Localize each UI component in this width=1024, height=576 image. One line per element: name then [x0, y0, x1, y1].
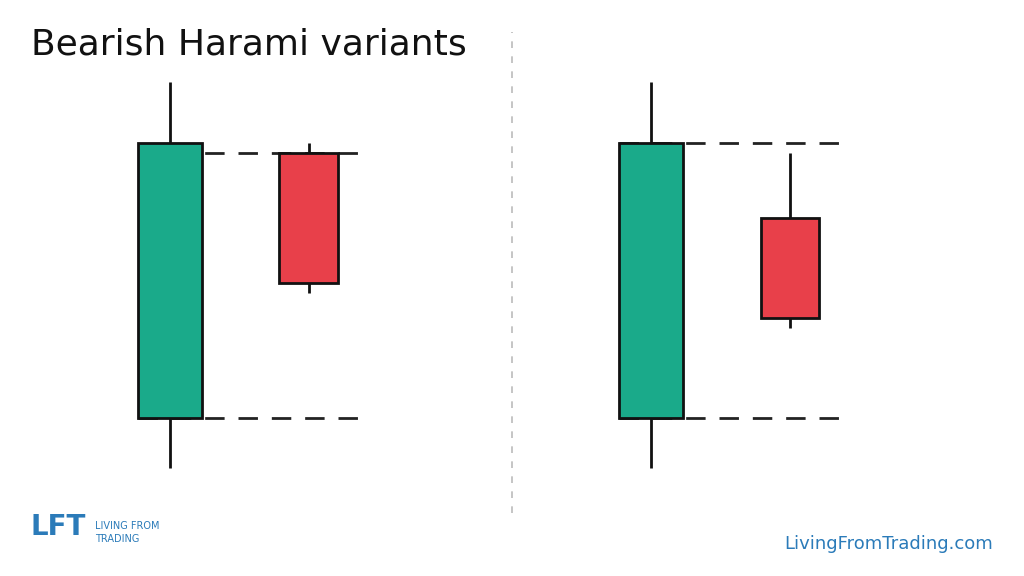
- Text: LivingFromTrading.com: LivingFromTrading.com: [784, 535, 993, 553]
- Text: LFT: LFT: [31, 513, 86, 541]
- Bar: [137, 142, 202, 418]
- Text: Bearish Harami variants: Bearish Harami variants: [31, 27, 467, 61]
- Bar: [618, 142, 683, 418]
- Bar: [280, 153, 338, 283]
- Bar: [761, 218, 819, 318]
- Text: LIVING FROM
TRADING: LIVING FROM TRADING: [95, 521, 160, 544]
